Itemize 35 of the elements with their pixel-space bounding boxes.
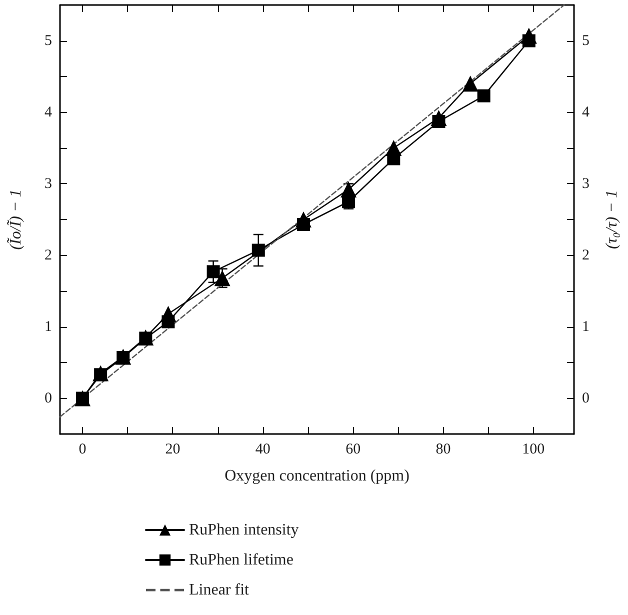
- y2-tick-label: 5: [582, 32, 590, 49]
- y-axis-title: (Ĩo/Ĩ) − 1: [6, 189, 24, 250]
- legend-label: RuPhen lifetime: [189, 552, 294, 568]
- y2-tick-label: 3: [582, 176, 590, 192]
- point: [296, 218, 310, 232]
- point: [462, 76, 478, 92]
- point: [432, 115, 446, 128]
- y-tick-label: 0: [44, 390, 52, 406]
- x-axis-title: Oxygen concentration (ppm): [224, 468, 410, 484]
- x-tick-label: 20: [165, 442, 180, 458]
- y-tick-label: 2: [44, 247, 52, 264]
- y2-tick-label: 2: [582, 247, 590, 264]
- y-tick-label: 1: [44, 318, 52, 335]
- y2-axis-title: (τ₀/τ) − 1: [604, 190, 620, 249]
- point: [387, 152, 400, 166]
- point: [522, 34, 536, 48]
- point: [162, 315, 175, 328]
- y-tick-label: 5: [44, 32, 52, 49]
- x-tick-label: 80: [436, 442, 451, 458]
- y2-tick-label: 0: [582, 390, 590, 406]
- y2-tick-label: 1: [582, 318, 590, 335]
- point: [206, 265, 220, 278]
- x-tick-label: 0: [78, 442, 86, 458]
- y-tick-label: 4: [44, 104, 52, 120]
- point: [477, 89, 490, 102]
- y2-tick-label: 4: [582, 104, 590, 120]
- x-tick-label: 60: [346, 442, 361, 458]
- x-tick-label: 40: [255, 442, 270, 458]
- point: [252, 244, 265, 257]
- legend-label: RuPhen intensity: [189, 522, 299, 538]
- x-tick-label: 100: [522, 442, 545, 458]
- y-tick-label: 3: [44, 176, 52, 192]
- point: [94, 368, 108, 382]
- legend-label: Linear fit: [189, 582, 250, 598]
- point: [214, 270, 230, 286]
